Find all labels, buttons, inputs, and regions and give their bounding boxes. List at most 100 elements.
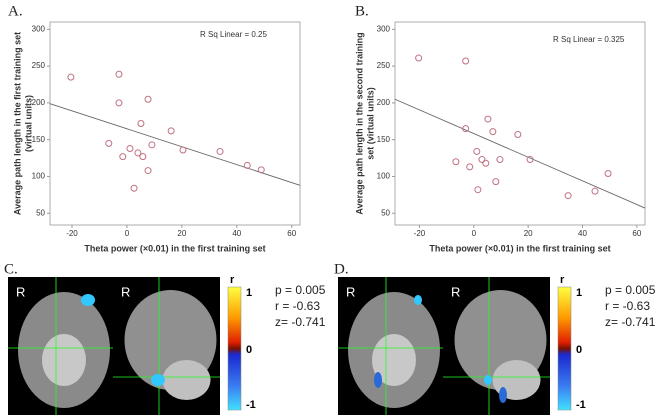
x-tick-label: 0	[125, 229, 130, 238]
activation	[374, 372, 382, 388]
y-tick-label: 200	[32, 98, 46, 107]
point	[604, 170, 612, 178]
x-axis-label: Theta power (×0.01) in the first trainin…	[429, 243, 610, 253]
orientation-label: R	[121, 284, 130, 299]
point	[473, 147, 481, 155]
point	[478, 156, 486, 164]
point	[484, 115, 492, 123]
point	[137, 120, 145, 127]
point	[167, 127, 175, 135]
x-tick-label: 20	[177, 229, 186, 238]
activation	[499, 387, 507, 403]
point	[462, 57, 470, 65]
brain-inner	[372, 334, 416, 386]
point	[130, 184, 138, 192]
point	[496, 156, 504, 164]
x-tick-label: 60	[287, 229, 296, 238]
orientation-label: R	[16, 284, 25, 299]
colorbar-label: -1	[576, 399, 586, 411]
colorbar-label: 0	[246, 344, 252, 356]
point	[216, 147, 224, 155]
x-tick-label: 60	[632, 229, 641, 238]
point	[144, 95, 152, 103]
stat: p = 0.005	[275, 283, 326, 297]
brain-inner	[162, 360, 211, 400]
point	[67, 73, 75, 81]
colorbar	[227, 286, 242, 411]
panel-label: C.	[4, 261, 18, 277]
plot-frame	[394, 21, 646, 226]
point	[564, 192, 572, 200]
y-axis-label: set (virtual units)	[365, 87, 375, 160]
y-axis-label: Average path length in the second traini…	[354, 32, 364, 214]
point	[134, 149, 142, 157]
point	[243, 161, 251, 169]
y-tick-label: 150	[377, 135, 391, 144]
x-tick-label: 40	[578, 229, 587, 238]
point	[115, 70, 123, 78]
y-tick-label: 250	[377, 61, 391, 70]
x-tick-label: 0	[472, 229, 477, 238]
x-tick-label: 40	[232, 229, 241, 238]
y-tick-label: 300	[377, 24, 391, 33]
colorbar-title: r	[560, 274, 565, 286]
panel-label: B.	[355, 3, 369, 19]
y-tick-label: 100	[377, 172, 391, 181]
plot-frame	[49, 21, 301, 226]
x-tick-label: -20	[66, 229, 78, 238]
activation	[151, 374, 165, 386]
x-tick-label: -20	[414, 229, 426, 238]
point	[148, 141, 156, 149]
point	[139, 153, 147, 161]
y-axis-label: (virtual units)	[23, 95, 33, 152]
colorbar-title: r	[230, 274, 235, 286]
y-tick-label: 50	[36, 208, 45, 217]
panel-label: A.	[8, 3, 23, 19]
fit-line	[394, 98, 646, 209]
brain-inner	[42, 334, 86, 386]
point	[105, 139, 113, 147]
activation	[414, 295, 422, 305]
colorbar-label: -1	[246, 399, 256, 411]
colorbar	[557, 286, 572, 411]
y-tick-label: 200	[377, 98, 391, 107]
colorbar-label: 1	[576, 287, 582, 299]
y-tick-label: 250	[32, 61, 46, 70]
x-axis-label: Theta power (×0.01) in the first trainin…	[84, 243, 265, 253]
stat: r = -0.63	[275, 299, 320, 313]
y-tick-label: 100	[32, 172, 46, 181]
point	[474, 186, 482, 194]
panel-label: D.	[334, 261, 349, 277]
point	[591, 187, 599, 195]
point	[489, 128, 497, 136]
point	[179, 146, 187, 154]
point	[462, 125, 470, 133]
orientation-label: R	[451, 284, 460, 299]
y-tick-label: 50	[381, 208, 390, 217]
stat: r = -0.63	[605, 299, 650, 313]
x-tick-label: 20	[524, 229, 533, 238]
point	[115, 99, 123, 107]
point	[126, 145, 134, 153]
annotation: R Sq Linear = 0.25	[200, 30, 267, 39]
point	[466, 163, 474, 171]
y-axis-label: Average path length in the first trainin…	[12, 32, 22, 215]
activation	[81, 294, 95, 306]
point	[452, 158, 460, 166]
point	[257, 166, 265, 174]
point	[514, 131, 522, 139]
stat: z= -0.741	[275, 315, 326, 329]
point	[492, 178, 500, 186]
point	[526, 156, 534, 164]
colorbar-label: 1	[246, 287, 252, 299]
point	[482, 159, 490, 167]
y-tick-label: 150	[32, 135, 46, 144]
point	[144, 167, 152, 175]
activation	[484, 375, 492, 385]
annotation: R Sq Linear = 0.325	[553, 35, 625, 44]
stat: z= -0.741	[605, 315, 656, 329]
stat: p = 0.005	[605, 283, 656, 297]
colorbar-label: 0	[576, 344, 582, 356]
point	[119, 153, 127, 161]
point	[415, 54, 423, 62]
